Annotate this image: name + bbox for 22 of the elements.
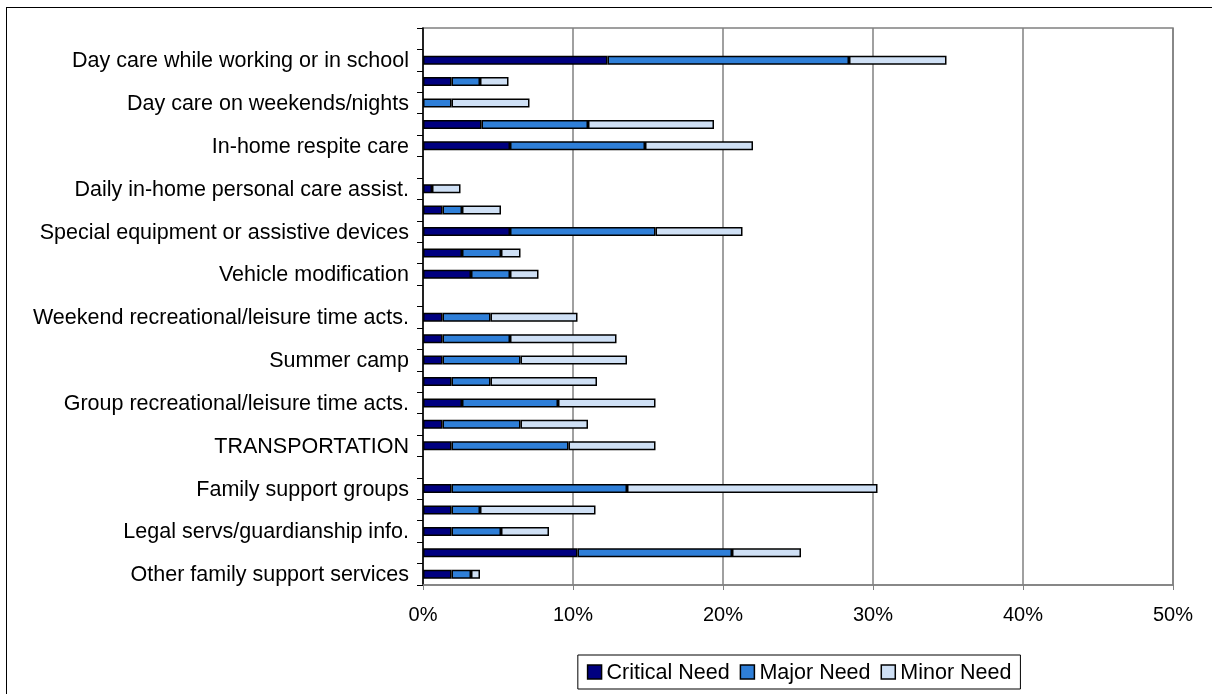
legend-label: Minor Need bbox=[900, 660, 1012, 684]
y-tick-label: Legal servs/guardianship info. bbox=[123, 519, 409, 544]
x-tick-label: 0% bbox=[408, 603, 438, 625]
y-tick-label: Summer camp bbox=[269, 348, 410, 373]
y-tick-label: Group recreational/leisure time acts. bbox=[63, 390, 409, 415]
x-tick-label: 10% bbox=[552, 603, 594, 625]
y-tick-label: Vehicle modification bbox=[218, 262, 409, 287]
legend-label: Major Need bbox=[759, 660, 871, 684]
y-tick-label: Day care on weekends/nights bbox=[126, 90, 409, 115]
y-tick-label: Special equipment or assistive devices bbox=[39, 219, 409, 244]
y-tick-label: In-home respite care bbox=[211, 133, 409, 158]
y-tick-label: Daily in-home personal care assist. bbox=[74, 176, 409, 201]
y-tick-label: TRANSPORTATION bbox=[214, 433, 409, 458]
x-tick-label: 40% bbox=[1002, 603, 1044, 625]
y-tick-label: Weekend recreational/leisure time acts. bbox=[32, 305, 409, 330]
y-tick-label: Other family support services bbox=[130, 562, 409, 587]
x-tick-label: 50% bbox=[1152, 603, 1194, 625]
x-tick-label: 30% bbox=[852, 603, 894, 625]
x-tick-label: 20% bbox=[702, 603, 744, 625]
y-tick-label: Family support groups bbox=[196, 476, 409, 501]
legend-label: Critical Need bbox=[606, 660, 730, 684]
y-tick-label: Day care while working or in school bbox=[72, 48, 409, 73]
